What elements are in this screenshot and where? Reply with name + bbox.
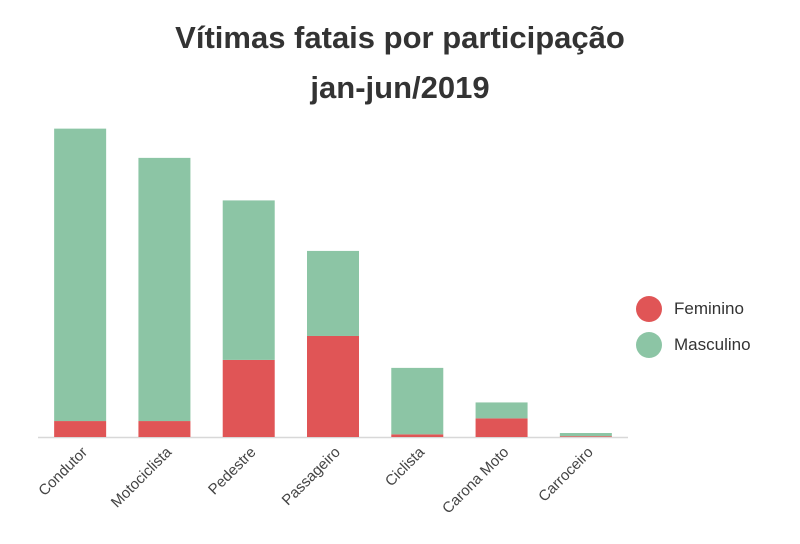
x-tick-label: Condutor bbox=[35, 444, 91, 500]
bar-feminino-carona-moto[interactable] bbox=[475, 418, 528, 437]
x-tick-label: Carona Moto bbox=[439, 444, 512, 517]
x-tick-label: Pedestre bbox=[205, 444, 259, 498]
legend-item-masculino[interactable]: Masculino bbox=[636, 332, 751, 358]
bar-masculino-condutor[interactable] bbox=[54, 128, 107, 422]
bar-feminino-ciclista[interactable] bbox=[391, 434, 444, 437]
bar-feminino-motociclista[interactable] bbox=[138, 421, 191, 437]
legend-item-feminino[interactable]: Feminino bbox=[636, 296, 744, 322]
bar-masculino-motociclista[interactable] bbox=[138, 157, 191, 422]
legend-label-feminino: Feminino bbox=[674, 299, 744, 318]
bar-masculino-pedestre[interactable] bbox=[222, 200, 275, 360]
bar-feminino-pedestre[interactable] bbox=[222, 359, 275, 437]
x-tick-label: Carroceiro bbox=[535, 444, 597, 506]
bar-masculino-ciclista[interactable] bbox=[391, 367, 444, 435]
bar-feminino-carroceiro[interactable] bbox=[559, 436, 612, 437]
legend-label-masculino: Masculino bbox=[674, 335, 751, 354]
bar-masculino-carroceiro[interactable] bbox=[559, 433, 612, 437]
legend-swatch-feminino bbox=[636, 296, 662, 322]
legend-swatch-masculino bbox=[636, 332, 662, 358]
x-tick-label: Ciclista bbox=[382, 443, 429, 490]
chart-title: Vítimas fatais por participação bbox=[175, 20, 625, 55]
chart-subtitle: jan-jun/2019 bbox=[310, 70, 490, 105]
bar-masculino-carona-moto[interactable] bbox=[475, 402, 528, 419]
bar-feminino-passageiro[interactable] bbox=[307, 335, 359, 437]
bar-masculino-passageiro[interactable] bbox=[307, 250, 359, 336]
bar-feminino-condutor[interactable] bbox=[54, 421, 107, 437]
x-tick-label: Motociclista bbox=[108, 443, 176, 511]
x-tick-label: Passageiro bbox=[279, 444, 344, 509]
